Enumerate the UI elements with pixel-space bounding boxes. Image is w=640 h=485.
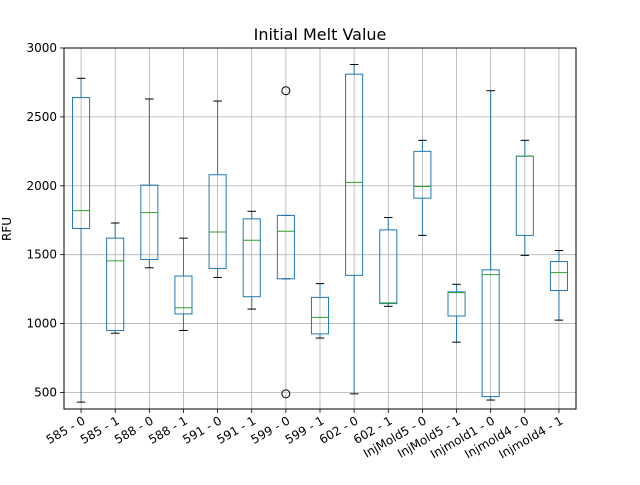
boxes xyxy=(72,64,568,403)
box-iqr xyxy=(447,291,466,317)
box-iqr xyxy=(481,269,500,398)
box-iqr xyxy=(208,174,227,269)
y-tick-label: 3000 xyxy=(26,41,57,55)
outlier-point xyxy=(281,86,291,96)
box-group xyxy=(515,139,534,256)
y-tick-label: 1000 xyxy=(26,317,57,331)
box-group xyxy=(549,250,568,321)
box-group xyxy=(140,98,159,269)
box-group xyxy=(174,237,193,331)
y-tick-label: 500 xyxy=(34,385,57,399)
box-group xyxy=(379,216,398,307)
box-iqr xyxy=(106,237,125,331)
box-iqr xyxy=(174,275,193,315)
box-group xyxy=(481,90,500,401)
box-iqr xyxy=(72,97,91,229)
box-iqr xyxy=(413,150,432,199)
chart-title: Initial Melt Value xyxy=(254,25,387,44)
box-iqr xyxy=(379,229,398,305)
y-tick-label: 2000 xyxy=(26,179,57,193)
outlier-point xyxy=(281,389,291,399)
box-iqr xyxy=(140,184,159,261)
box-group xyxy=(208,100,227,278)
y-tick-label: 2500 xyxy=(26,110,57,124)
y-tick-label: 1500 xyxy=(26,248,57,262)
box-group xyxy=(72,77,91,403)
box-iqr xyxy=(276,214,295,280)
box-group xyxy=(242,210,261,310)
box-group xyxy=(413,139,432,236)
box-group xyxy=(106,222,125,334)
box-group xyxy=(447,283,466,343)
box-group xyxy=(310,283,330,339)
box-group xyxy=(276,86,295,399)
box-iqr xyxy=(310,296,330,335)
box-iqr xyxy=(242,218,261,298)
box-group xyxy=(345,64,364,395)
box-iqr xyxy=(549,261,568,292)
y-axis-label: RFU xyxy=(0,217,14,241)
box-iqr xyxy=(345,73,364,276)
